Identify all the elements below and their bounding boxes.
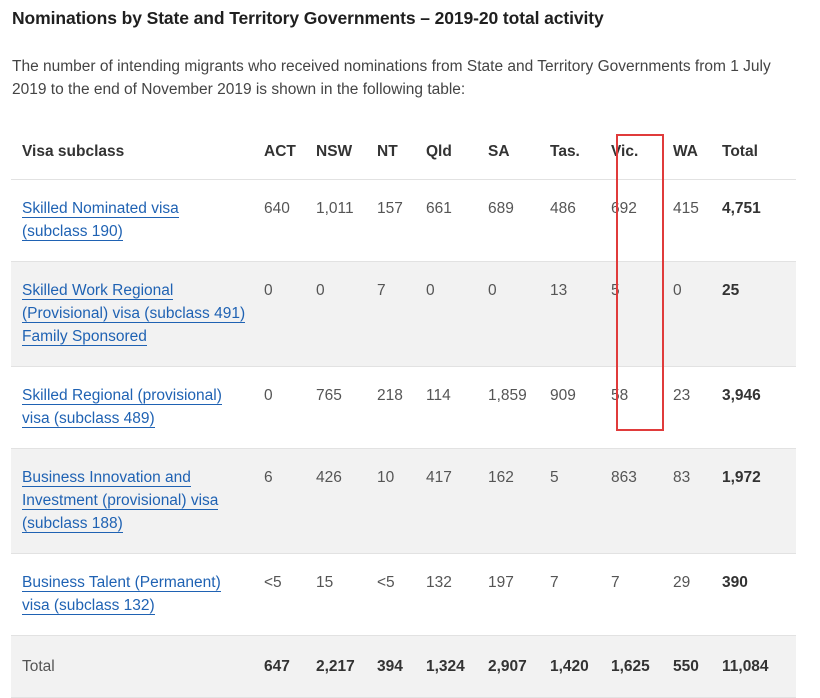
- intro-paragraph: The number of intending migrants who rec…: [12, 58, 771, 98]
- visa-cell: Skilled Work Regional (Provisional) visa…: [11, 261, 264, 367]
- visa-link[interactable]: (subclass 188): [22, 515, 123, 533]
- cell-nt: 7: [377, 261, 426, 367]
- visa-link[interactable]: Investment (provisional) visa: [22, 492, 219, 510]
- table-row: Skilled Work Regional (Provisional) visa…: [11, 261, 796, 367]
- cell-sa: 162: [488, 448, 550, 554]
- visa-link[interactable]: visa (subclass 489): [22, 410, 155, 428]
- cell-wa: 550: [673, 635, 722, 698]
- header-row: Visa subclass ACT NSW NT Qld SA Tas. Vic…: [11, 124, 796, 180]
- visa-link[interactable]: Skilled Regional (provisional): [22, 387, 222, 405]
- table-row: Skilled Regional (provisional) visa (sub…: [11, 366, 796, 449]
- cell-sa: 2,907: [488, 635, 550, 698]
- visa-cell: Business Innovation and Investment (prov…: [11, 448, 264, 554]
- cell-tas: 7: [550, 553, 611, 636]
- cell-qld: 661: [426, 179, 488, 262]
- cell-total: 390: [722, 553, 796, 636]
- cell-qld: 417: [426, 448, 488, 554]
- col-header-total: Total: [722, 124, 796, 180]
- col-header-sa: SA: [488, 124, 550, 180]
- visa-link[interactable]: Skilled Work Regional: [22, 282, 174, 300]
- cell-nsw: 426: [316, 448, 377, 554]
- cell-qld: 114: [426, 366, 488, 449]
- visa-link[interactable]: Business Innovation and: [22, 469, 191, 487]
- table-row: Business Innovation and Investment (prov…: [11, 448, 796, 554]
- cell-nsw: 2,217: [316, 635, 377, 698]
- col-header-nt: NT: [377, 124, 426, 180]
- cell-act: 0: [264, 366, 316, 449]
- col-header-nsw: NSW: [316, 124, 377, 180]
- cell-vic: 58: [611, 366, 673, 449]
- page-title: Nominations by State and Territory Gover…: [12, 8, 604, 28]
- cell-nt: 218: [377, 366, 426, 449]
- cell-qld: 1,324: [426, 635, 488, 698]
- visa-link[interactable]: Family Sponsored: [22, 328, 147, 346]
- cell-tas: 909: [550, 366, 611, 449]
- cell-sa: 197: [488, 553, 550, 636]
- cell-vic: 692: [611, 179, 673, 262]
- col-header-wa: WA: [673, 124, 722, 180]
- table-row: Skilled Nominated visa (subclass 190) 64…: [11, 179, 796, 262]
- cell-nt: 394: [377, 635, 426, 698]
- cell-nsw: 15: [316, 553, 377, 636]
- col-header-act: ACT: [264, 124, 316, 180]
- cell-qld: 0: [426, 261, 488, 367]
- cell-sa: 0: [488, 261, 550, 367]
- cell-tas: 5: [550, 448, 611, 554]
- cell-total: 11,084: [722, 635, 796, 698]
- visa-cell: Business Talent (Permanent) visa (subcla…: [11, 553, 264, 636]
- cell-vic: 863: [611, 448, 673, 554]
- cell-tas: 486: [550, 179, 611, 262]
- visa-cell: Skilled Regional (provisional) visa (sub…: [11, 366, 264, 449]
- col-header-vic: Vic.: [611, 124, 673, 180]
- cell-tas: 13: [550, 261, 611, 367]
- cell-act: 640: [264, 179, 316, 262]
- cell-wa: 0: [673, 261, 722, 367]
- cell-nsw: 1,011: [316, 179, 377, 262]
- cell-nt: 10: [377, 448, 426, 554]
- cell-vic: 1,625: [611, 635, 673, 698]
- visa-cell: Skilled Nominated visa (subclass 190): [11, 179, 264, 262]
- cell-act: 0: [264, 261, 316, 367]
- cell-vic: 5: [611, 261, 673, 367]
- col-header-visa-subclass: Visa subclass: [11, 124, 264, 180]
- cell-wa: 83: [673, 448, 722, 554]
- cell-total: 4,751: [722, 179, 796, 262]
- cell-sa: 689: [488, 179, 550, 262]
- total-row: Total 647 2,217 394 1,324 2,907 1,420 1,…: [11, 635, 796, 698]
- visa-link[interactable]: Business Talent (Permanent): [22, 574, 221, 592]
- visa-link[interactable]: Skilled Nominated visa: [22, 200, 179, 218]
- cell-wa: 415: [673, 179, 722, 262]
- cell-wa: 29: [673, 553, 722, 636]
- cell-total: 1,972: [722, 448, 796, 554]
- cell-act: <5: [264, 553, 316, 636]
- total-row-label: Total: [11, 635, 264, 698]
- cell-tas: 1,420: [550, 635, 611, 698]
- cell-nt: 157: [377, 179, 426, 262]
- cell-qld: 132: [426, 553, 488, 636]
- cell-nt: <5: [377, 553, 426, 636]
- col-header-qld: Qld: [426, 124, 488, 180]
- col-header-tas: Tas.: [550, 124, 611, 180]
- visa-link[interactable]: (Provisional) visa (subclass 491): [22, 305, 246, 323]
- cell-act: 6: [264, 448, 316, 554]
- cell-sa: 1,859: [488, 366, 550, 449]
- nominations-table: Visa subclass ACT NSW NT Qld SA Tas. Vic…: [11, 124, 796, 698]
- cell-nsw: 0: [316, 261, 377, 367]
- cell-total: 25: [722, 261, 796, 367]
- cell-nsw: 765: [316, 366, 377, 449]
- table-row: Business Talent (Permanent) visa (subcla…: [11, 553, 796, 636]
- visa-link[interactable]: (subclass 190): [22, 223, 123, 241]
- cell-act: 647: [264, 635, 316, 698]
- cell-wa: 23: [673, 366, 722, 449]
- cell-total: 3,946: [722, 366, 796, 449]
- visa-link[interactable]: visa (subclass 132): [22, 597, 155, 615]
- cell-vic: 7: [611, 553, 673, 636]
